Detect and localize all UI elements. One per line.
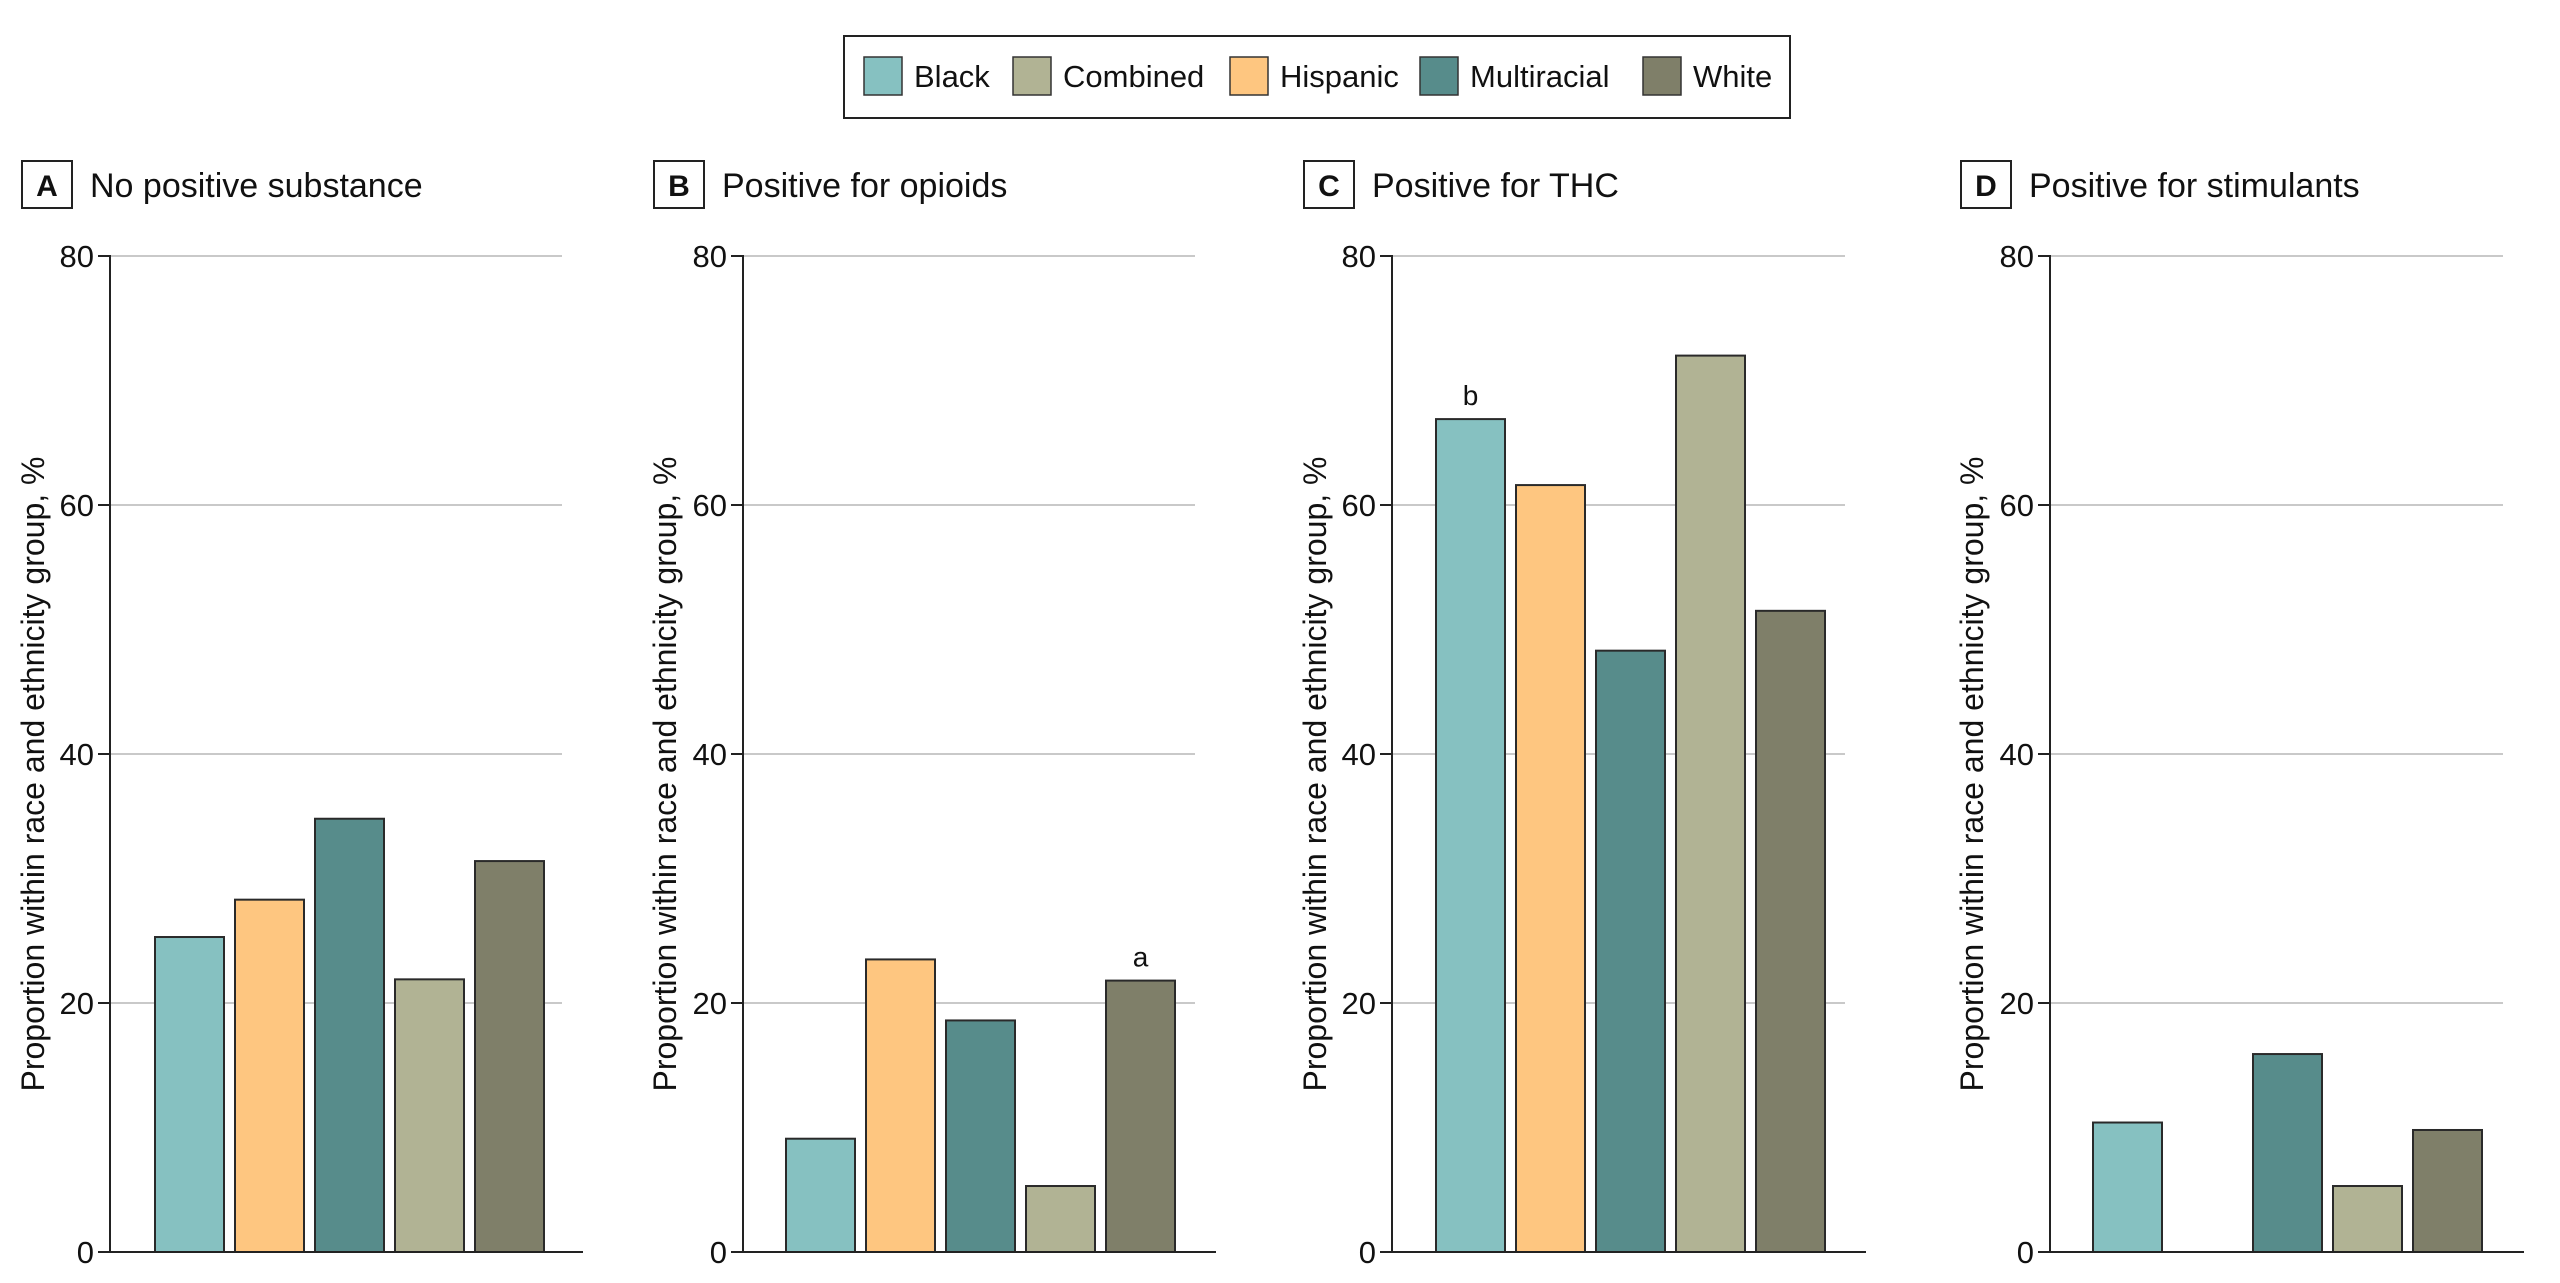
bar-combined [2332, 1185, 2403, 1254]
y-tick-label: 40 [60, 737, 94, 772]
bar-combined [1025, 1185, 1096, 1254]
bar-annotation: a [1133, 942, 1149, 973]
y-tick-label: 0 [77, 1235, 94, 1270]
y-tick-label: 20 [2000, 986, 2034, 1021]
y-tick-label: 80 [1342, 239, 1376, 274]
bar-combined [394, 978, 465, 1253]
bar-multiracial [314, 817, 385, 1253]
y-tick-label: 20 [1342, 986, 1376, 1021]
y-tick-label: 40 [693, 737, 727, 772]
legend-box [843, 35, 1791, 119]
bar-hispanic [865, 958, 936, 1253]
legend-swatch [1419, 56, 1459, 96]
panel-a: A No positive substance 0 20 40 60 80 Proportio… [15, 160, 583, 1270]
bar-multiracial [945, 1019, 1016, 1253]
bar-annotation: b [1463, 380, 1479, 411]
legend-item-hispanic: Hispanic [1229, 56, 1399, 96]
legend-label: Black [914, 59, 990, 94]
panel-title: Positive for opioids [722, 167, 1007, 205]
bar-white [474, 860, 545, 1253]
panel-letter-box [1960, 160, 2012, 209]
legend: Black Combined Hispanic Multiracial White [843, 35, 1791, 119]
y-tick-label: 60 [60, 488, 94, 523]
y-tick-label: 80 [2000, 239, 2034, 274]
y-tick-label: 60 [2000, 488, 2034, 523]
y-axis-label: Proportion within race and ethnicity gro… [1297, 456, 1333, 1091]
bar-multiracial [2252, 1053, 2323, 1254]
y-tick-label: 20 [60, 986, 94, 1021]
bar-hispanic [234, 898, 305, 1253]
bar-white [1105, 979, 1176, 1254]
legend-swatch [1012, 56, 1052, 96]
legend-swatch [1229, 56, 1269, 96]
legend-item-combined: Combined [1012, 56, 1204, 96]
legend-item-black: Black [863, 56, 990, 96]
panel-title: Positive for stimulants [2029, 167, 2360, 205]
panel-title: Positive for THC [1372, 167, 1619, 205]
chart-panels: A No positive substance 0 20 40 60 80 Proportio… [15, 160, 2524, 1270]
bar-black [785, 1137, 856, 1253]
y-axis-label: Proportion within race and ethnicity gro… [647, 456, 683, 1091]
y-axis-label: Proportion within race and ethnicity gro… [15, 456, 51, 1091]
bar-black [154, 936, 225, 1253]
bar-combined [1675, 354, 1746, 1254]
bar-white [2412, 1128, 2483, 1253]
panel-letter: C [1318, 170, 1340, 203]
y-tick-label: 40 [1342, 737, 1376, 772]
panel-letter: A [36, 170, 58, 203]
y-tick-label: 0 [1359, 1235, 1376, 1270]
legend-label: Combined [1063, 59, 1204, 94]
y-tick-label: 80 [693, 239, 727, 274]
legend-swatch [1642, 56, 1682, 96]
legend-label: Multiracial [1470, 59, 1610, 94]
bar-black [1435, 418, 1506, 1254]
panel-letter-box [653, 160, 705, 209]
panel-letter: B [668, 170, 690, 203]
panel-letter-box [1303, 160, 1355, 209]
panel-b: B Positive for opioids 0 20 40 60 80 Proportion… [647, 160, 1216, 1270]
legend-swatch [863, 56, 903, 96]
legend-label: Hispanic [1280, 59, 1399, 94]
panel-title: No positive substance [90, 167, 423, 205]
y-tick-label: 20 [693, 986, 727, 1021]
legend-item-multiracial: Multiracial [1419, 56, 1610, 96]
y-axis-label: Proportion within race and ethnicity gro… [1954, 456, 1990, 1091]
y-tick-label: 60 [693, 488, 727, 523]
panel-c: C Positive for THC 0 20 40 60 80 Proportion wit… [1297, 160, 1866, 1270]
bar-hispanic [1515, 484, 1586, 1253]
panel-letter: D [1975, 170, 1997, 203]
y-tick-label: 80 [60, 239, 94, 274]
bar-multiracial [1595, 649, 1666, 1253]
bar-white [1755, 609, 1826, 1253]
panel-letter-box [21, 160, 73, 209]
y-tick-label: 0 [710, 1235, 727, 1270]
bar-black [2092, 1121, 2163, 1254]
legend-label: White [1693, 59, 1772, 94]
y-tick-label: 40 [2000, 737, 2034, 772]
y-tick-label: 0 [2017, 1235, 2034, 1270]
legend-item-white: White [1642, 56, 1772, 96]
panel-d: D Positive for stimulants 0 20 40 60 80 Proport… [1954, 160, 2524, 1270]
y-tick-label: 60 [1342, 488, 1376, 523]
